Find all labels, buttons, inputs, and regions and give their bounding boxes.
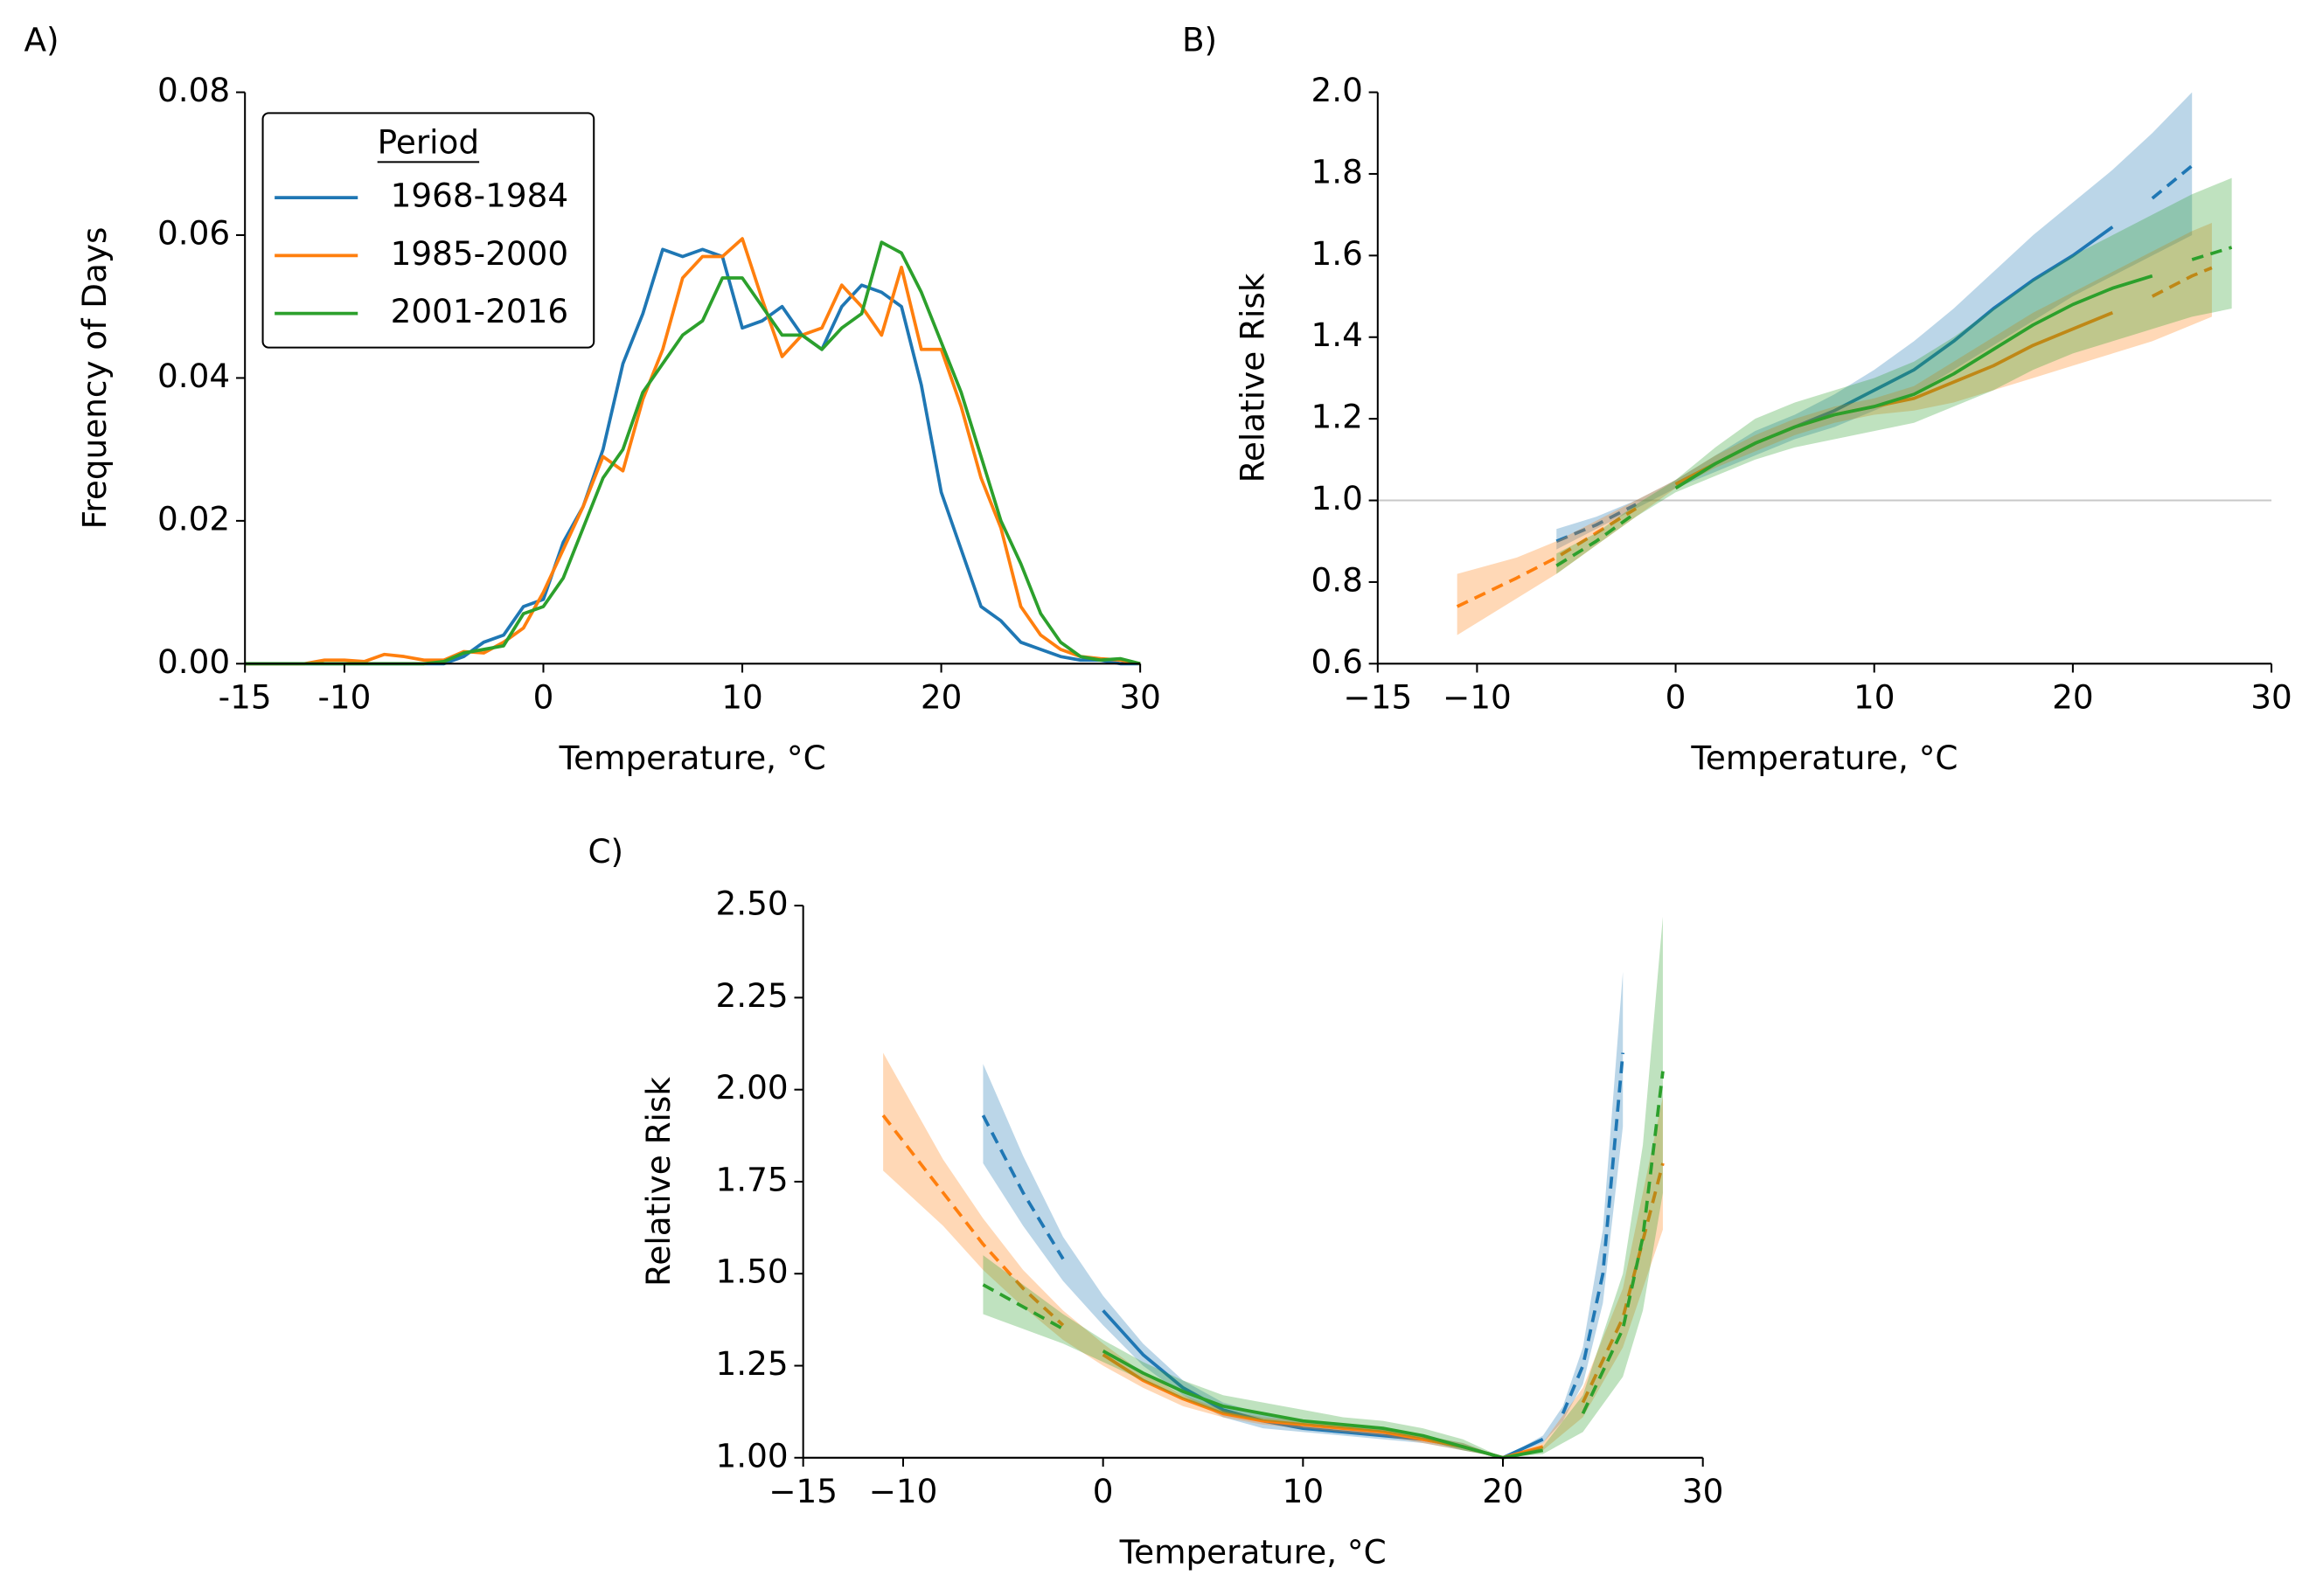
series-line xyxy=(1102,1350,1544,1460)
panel: B) −15 −10 0 10 20 30 0.6 0.8 1.0 1.2 1.4 1.6 1.8 2.0 T… xyxy=(1182,20,2292,777)
confidence-band xyxy=(983,971,1624,1458)
series-line xyxy=(2151,164,2194,200)
panel-label: A) xyxy=(24,20,59,59)
x-tick-label: 0 xyxy=(1666,678,1687,717)
x-axis-label: Temperature, °C xyxy=(1690,739,1958,777)
y-tick-label: 0.02 xyxy=(157,499,230,538)
panel: A) -15 -10 0 10 20 30 0.00 0.02 0.04 0.06 0.08 Tempe… xyxy=(24,20,1160,777)
x-tick-label: -10 xyxy=(317,678,371,717)
x-tick-label: −15 xyxy=(769,1472,838,1510)
x-tick-label: 10 xyxy=(1283,1472,1325,1510)
y-tick-label: 2.25 xyxy=(716,976,789,1015)
y-tick-label: 0.06 xyxy=(157,214,230,253)
y-tick-label: 1.75 xyxy=(716,1160,789,1198)
series-line xyxy=(1456,507,1638,608)
y-tick-label: 0.00 xyxy=(157,642,230,681)
y-tick-label: 1.50 xyxy=(716,1253,789,1291)
x-tick-label: −10 xyxy=(1443,678,1512,717)
x-tick-label: 10 xyxy=(1853,678,1895,717)
y-tick-label: 1.8 xyxy=(1311,152,1362,191)
legend-label: 2001-2016 xyxy=(391,292,569,330)
y-tick-label: 1.2 xyxy=(1311,398,1362,436)
panel: C) −15 −10 0 10 20 30 1.00 1.25 1.50 1.75 2.00 2.25 2… xyxy=(588,832,1723,1571)
series-line xyxy=(245,237,1141,666)
x-tick-label: 30 xyxy=(1119,678,1161,717)
y-axis-label: Relative Risk xyxy=(639,1077,678,1287)
x-tick-label: 30 xyxy=(1682,1472,1724,1510)
series-line xyxy=(1555,503,1637,543)
series-line xyxy=(2191,246,2233,261)
y-axis-label: Relative Risk xyxy=(1233,273,1271,482)
confidence-band xyxy=(1457,222,2212,635)
y-tick-label: 0.04 xyxy=(157,357,230,395)
y-tick-label: 1.4 xyxy=(1311,316,1362,354)
y-tick-label: 2.50 xyxy=(716,885,789,923)
y-tick-label: 2.00 xyxy=(716,1068,789,1107)
panel-label: C) xyxy=(588,832,623,871)
x-tick-label: 0 xyxy=(1093,1472,1114,1510)
x-tick-label: −10 xyxy=(869,1472,938,1510)
x-tick-label: -15 xyxy=(219,678,272,717)
series-line xyxy=(881,1114,1065,1327)
series-line xyxy=(1555,511,1638,567)
y-tick-label: 1.25 xyxy=(716,1344,789,1383)
x-tick-label: 20 xyxy=(1482,1472,1524,1510)
y-tick-label: 1.0 xyxy=(1311,479,1362,517)
series-line xyxy=(982,1283,1064,1331)
x-axis-label: Temperature, °C xyxy=(559,739,826,777)
series-line xyxy=(1581,1071,1665,1415)
y-tick-label: 1.6 xyxy=(1311,234,1362,273)
series-line xyxy=(981,1114,1065,1260)
y-tick-label: 1.00 xyxy=(716,1436,789,1475)
panel-label: B) xyxy=(1182,20,1217,59)
x-tick-label: 20 xyxy=(921,678,963,717)
x-tick-label: 0 xyxy=(533,678,554,717)
x-tick-label: 30 xyxy=(2250,678,2292,717)
legend-title: Period xyxy=(378,122,479,161)
legend-label: 1985-2000 xyxy=(391,234,569,273)
y-tick-label: 0.08 xyxy=(157,71,230,109)
legend-box xyxy=(261,112,595,349)
series-line xyxy=(1561,1052,1625,1414)
x-tick-label: −15 xyxy=(1343,678,1412,717)
series-line xyxy=(2151,266,2213,298)
confidence-band xyxy=(1556,177,2232,574)
confidence-band xyxy=(983,916,1663,1458)
series-line xyxy=(1581,1162,1665,1404)
series-line xyxy=(1674,274,2153,490)
y-tick-label: 0.8 xyxy=(1311,560,1362,599)
y-axis-label: Frequency of Days xyxy=(75,227,114,530)
legend-label: 1968-1984 xyxy=(391,177,569,215)
x-tick-label: 20 xyxy=(2052,678,2094,717)
x-tick-label: 10 xyxy=(721,678,763,717)
x-axis-label: Temperature, °C xyxy=(1119,1533,1387,1572)
y-tick-label: 0.6 xyxy=(1311,642,1362,681)
y-tick-label: 2.0 xyxy=(1311,71,1362,109)
